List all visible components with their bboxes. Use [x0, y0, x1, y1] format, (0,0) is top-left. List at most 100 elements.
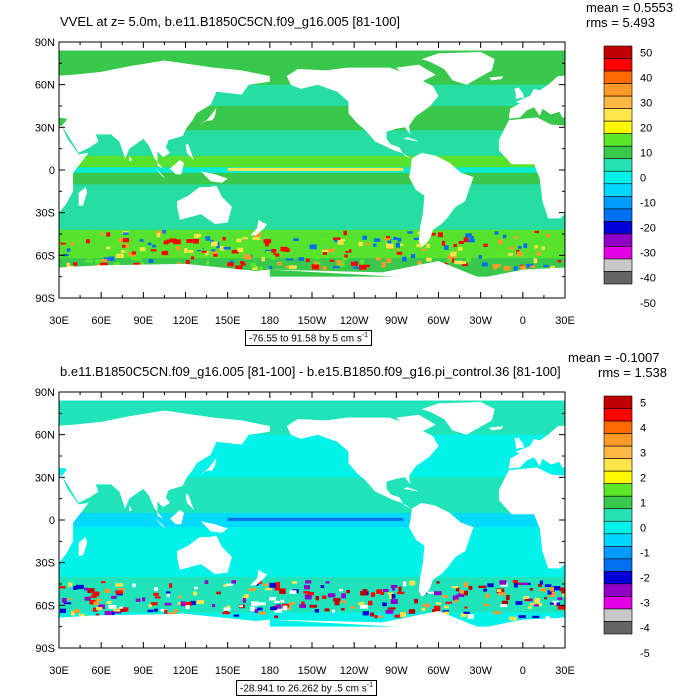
eddy-mark — [375, 257, 381, 261]
eddy-mark — [549, 587, 555, 592]
eddy-mark — [557, 259, 562, 263]
eddy-mark — [113, 262, 120, 266]
lon-label: 90W — [385, 315, 408, 327]
landmass-iceland — [489, 76, 504, 81]
eddy-mark — [60, 242, 67, 245]
eddy-mark — [442, 594, 448, 598]
eddy-mark — [243, 254, 251, 259]
landmass-srilanka — [129, 505, 133, 512]
eddy-mark — [385, 609, 394, 614]
colorbar-swatch — [603, 271, 633, 285]
eddy-mark — [223, 246, 231, 250]
landmass-africa-wrap — [59, 125, 89, 214]
eddy-mark — [454, 260, 463, 265]
eddy-mark — [320, 585, 325, 589]
eddy-mark — [68, 582, 73, 587]
landmass-eurasia — [508, 425, 565, 469]
eddy-mark — [559, 587, 565, 592]
eddy-mark — [213, 253, 218, 257]
landmass-cuba — [403, 137, 419, 142]
eddy-mark — [397, 237, 402, 242]
colorbar-swatch — [603, 495, 633, 510]
eddy-mark — [139, 247, 146, 252]
colorbar-swatch — [603, 133, 633, 147]
eddy-mark — [116, 253, 124, 259]
eddy-mark — [275, 604, 282, 609]
eddy-mark — [406, 244, 410, 248]
eddy-mark — [557, 605, 565, 610]
eddy-mark — [240, 261, 245, 264]
eddy-mark — [87, 588, 95, 594]
colorbar-swatch — [603, 458, 633, 472]
eddy-mark — [468, 241, 476, 245]
eddy-mark — [538, 584, 542, 587]
lon-label: 120W — [340, 665, 369, 677]
eddy-mark — [421, 608, 426, 611]
eddy-mark — [99, 262, 108, 268]
contour-range-caption: -28.941 to 26.262 by .5 cm s-1 — [236, 680, 377, 697]
eddy-mark — [551, 591, 556, 595]
eddy-mark — [135, 598, 141, 602]
eddy-mark — [113, 608, 121, 612]
eddy-mark — [522, 233, 529, 237]
colorbar-swatch — [603, 470, 633, 484]
colorbar-swatch — [603, 533, 633, 547]
eddy-mark — [536, 602, 542, 607]
eddy-mark — [212, 604, 216, 608]
colorbar-label: -30 — [640, 248, 656, 260]
eddy-mark — [116, 593, 123, 596]
eddy-mark — [343, 230, 347, 236]
eddy-mark — [226, 583, 233, 586]
ocean-band — [59, 172, 565, 185]
eddy-mark — [409, 580, 416, 586]
lat-label: 60S — [35, 600, 55, 612]
colorbar-swatch — [603, 571, 633, 585]
eddy-mark — [365, 242, 371, 246]
colorbar-label: -40 — [640, 273, 656, 285]
colorbar-swatch — [603, 70, 633, 84]
eddy-mark — [122, 238, 130, 243]
eddy-mark — [391, 593, 396, 599]
lon-label: 90E — [134, 665, 154, 677]
eddy-mark — [527, 230, 531, 234]
eddy-mark — [90, 595, 97, 598]
eddy-mark — [512, 580, 518, 584]
eddy-mark — [162, 230, 166, 234]
eddy-mark — [239, 605, 243, 608]
eddy-mark — [391, 239, 398, 244]
eddy-mark — [370, 592, 376, 597]
eddy-mark — [79, 613, 85, 618]
eddy-mark — [443, 252, 450, 256]
eddy-mark — [173, 239, 181, 245]
landmass-eurasia-wrap — [59, 410, 270, 519]
colorbar-swatch — [603, 108, 633, 122]
eddy-mark — [539, 580, 544, 585]
eddy-mark — [374, 615, 378, 619]
colorbar: 50 40 30 20 10 0 -10 -20 -30 -40 -50 — [603, 45, 656, 310]
eddy-mark — [269, 266, 273, 269]
lon-label: 30E — [555, 665, 575, 677]
landmass-iceland — [489, 426, 504, 431]
eddy-mark — [154, 596, 161, 599]
eddy-mark — [411, 253, 416, 259]
landmass-newGuinea — [201, 521, 228, 533]
eddy-mark — [386, 235, 390, 239]
bottom-map-panel: b.e11.B1850C5CN.f09_g16.005 [81-100] - b… — [0, 350, 700, 700]
eddy-mark — [85, 259, 94, 263]
eddy-mark — [95, 598, 102, 602]
eddy-mark — [248, 588, 257, 592]
eddy-mark — [153, 592, 159, 596]
colorbar-swatch — [603, 95, 633, 109]
colorbar-label: 0 — [640, 173, 646, 185]
eddy-mark — [96, 607, 103, 610]
eddy-mark — [265, 242, 269, 247]
colorbar-label: 20 — [640, 122, 652, 134]
eddy-mark — [59, 608, 66, 613]
eddy-mark — [163, 240, 169, 245]
eddy-mark — [544, 246, 553, 251]
landmass-sumatra — [150, 162, 166, 179]
eddy-mark — [463, 582, 469, 587]
eddy-mark — [454, 599, 459, 603]
eddy-mark — [458, 240, 464, 245]
eddy-mark — [307, 591, 314, 596]
